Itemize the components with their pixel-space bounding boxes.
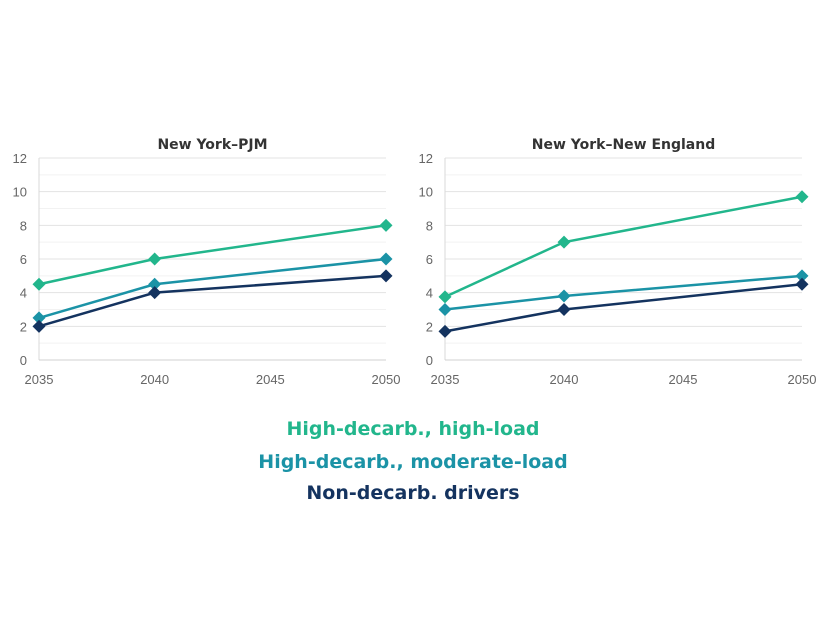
chart-1: 0 2 4 6 8 10 12 2035 2040 2045 2050 New York–PJM xyxy=(13,137,401,387)
data-point-marker xyxy=(148,277,162,291)
data-point-marker xyxy=(795,277,809,291)
data-point-marker xyxy=(795,269,809,283)
y-tick-label: 12 xyxy=(419,151,433,166)
y-tick-label: 8 xyxy=(426,218,433,233)
x-tick-label: 2035 xyxy=(431,372,460,387)
x-tick-label: 2045 xyxy=(669,372,698,387)
y-tick-label: 6 xyxy=(426,252,433,267)
chart-2: 0 2 4 6 8 10 12 2035 2040 2045 2050 New York–New En… xyxy=(419,137,817,387)
data-point-marker xyxy=(379,218,393,232)
y-tick-label: 0 xyxy=(20,353,27,368)
y-tick-label: 2 xyxy=(20,319,27,334)
y-tick-label: 0 xyxy=(426,353,433,368)
y-tick-label: 4 xyxy=(20,286,27,301)
y-tick-label: 10 xyxy=(13,185,27,200)
series-line xyxy=(38,274,387,328)
data-point-marker xyxy=(32,277,46,291)
chart-title: New York–PJM xyxy=(157,137,267,153)
y-tick-label: 10 xyxy=(419,185,433,200)
data-point-marker xyxy=(379,269,393,283)
chart-title: New York–New England xyxy=(532,137,716,153)
x-tick-label: 2050 xyxy=(372,372,401,387)
series-line xyxy=(444,195,803,299)
data-point-marker xyxy=(148,286,162,300)
data-point-marker xyxy=(795,190,809,204)
data-point-marker xyxy=(557,235,571,249)
x-tick-label: 2045 xyxy=(256,372,285,387)
y-tick-label: 12 xyxy=(13,151,27,166)
y-tick-label: 2 xyxy=(426,319,433,334)
data-point-marker xyxy=(379,252,393,266)
data-point-marker xyxy=(32,319,46,333)
x-tick-label: 2050 xyxy=(788,372,817,387)
y-tick-label: 6 xyxy=(20,252,27,267)
legend-high-decarb-high-load: High-decarb., high-load xyxy=(286,418,540,440)
legend-high-decarb-moderate-load: High-decarb., moderate-load xyxy=(258,451,568,473)
y-tick-label: 4 xyxy=(426,286,433,301)
data-point-marker xyxy=(148,252,162,266)
data-point-marker xyxy=(438,324,452,338)
x-tick-label: 2040 xyxy=(140,372,169,387)
data-point-marker xyxy=(438,303,452,316)
data-point-marker xyxy=(557,303,571,316)
x-tick-label: 2040 xyxy=(550,372,579,387)
data-point-marker xyxy=(438,290,452,304)
legend-non-decarb-drivers: Non-decarb. drivers xyxy=(306,482,520,504)
data-point-marker xyxy=(557,289,571,303)
x-tick-label: 2035 xyxy=(25,372,54,387)
y-tick-label: 8 xyxy=(20,218,27,233)
data-point-marker xyxy=(32,311,46,325)
